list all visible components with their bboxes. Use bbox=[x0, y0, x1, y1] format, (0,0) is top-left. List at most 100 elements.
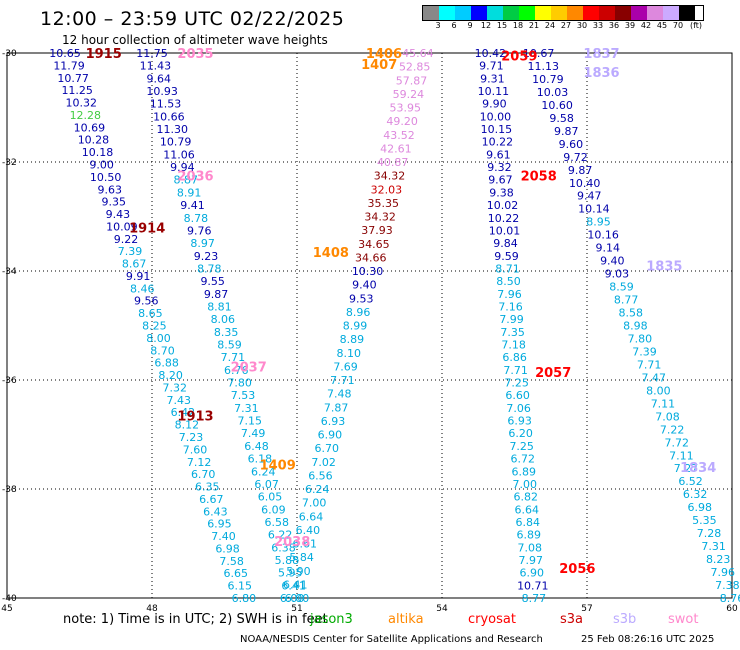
legend-altika: altika bbox=[388, 612, 424, 627]
wave-height-value: 10.01 bbox=[489, 224, 521, 237]
wave-height-value: 6.67 bbox=[199, 493, 224, 506]
wave-height-value: 10.22 bbox=[488, 212, 520, 225]
pass-label: 1835 bbox=[646, 260, 682, 275]
color-swatch bbox=[487, 6, 503, 20]
wave-height-value: 9.72 bbox=[563, 151, 588, 164]
wave-height-value: 6.93 bbox=[507, 415, 532, 428]
wave-height-value: 11.30 bbox=[156, 123, 188, 136]
wave-height-value: 7.69 bbox=[333, 360, 358, 373]
wave-height-value: 7.32 bbox=[162, 381, 187, 394]
color-swatch bbox=[663, 6, 679, 20]
color-scale-tick: 15 bbox=[496, 21, 508, 30]
color-swatch bbox=[423, 6, 439, 20]
wave-height-value: 8.58 bbox=[618, 307, 643, 320]
wave-height-value: 42.61 bbox=[380, 142, 412, 155]
wave-height-value: 6.61 bbox=[292, 538, 317, 551]
wave-height-value: 7.60 bbox=[183, 443, 208, 456]
wave-height-value: 8.35 bbox=[214, 326, 239, 339]
wave-height-value: 9.67 bbox=[488, 174, 513, 187]
wave-height-value: 10.40 bbox=[569, 177, 601, 190]
wave-height-value: 5.90 bbox=[286, 565, 311, 578]
wave-height-value: 6.89 bbox=[517, 529, 542, 542]
pass-label: 2058 bbox=[521, 170, 557, 185]
wave-height-value: 9.55 bbox=[200, 275, 225, 288]
wave-height-value: 8.12 bbox=[175, 419, 200, 432]
wave-height-value: 6.05 bbox=[258, 491, 283, 504]
wave-height-value: 7.11 bbox=[669, 449, 694, 462]
wave-height-value: 34.32 bbox=[374, 170, 406, 183]
satellite-tracks: 10.6511.7910.7711.2510.3212.2810.6910.28… bbox=[49, 47, 740, 605]
wave-height-value: 7.39 bbox=[118, 245, 143, 258]
wave-height-value: 10.18 bbox=[82, 146, 114, 159]
wave-height-value: 8.59 bbox=[217, 339, 242, 352]
wave-height-value: 10.93 bbox=[146, 85, 178, 98]
wave-height-value: 11.75 bbox=[136, 47, 168, 60]
wave-height-value: 10.15 bbox=[481, 123, 513, 136]
color-scale-tick: 70 bbox=[672, 21, 684, 30]
wave-height-value: 10.09 bbox=[106, 220, 138, 233]
color-scale-tick: 45 bbox=[656, 21, 668, 30]
pass-label: 2035 bbox=[177, 47, 213, 62]
wave-height-value: 9.61 bbox=[486, 148, 511, 161]
wave-height-value: 7.25 bbox=[504, 377, 529, 390]
color-scale-tick: 27 bbox=[560, 21, 572, 30]
wave-height-value: 9.40 bbox=[352, 279, 377, 292]
wave-height-value: 10.30 bbox=[352, 265, 384, 278]
wave-height-value: 8.78 bbox=[197, 262, 222, 275]
wave-height-value: 7.11 bbox=[651, 397, 676, 410]
legend-cryosat: cryosat bbox=[468, 612, 516, 627]
pass-label: 2036 bbox=[177, 170, 213, 185]
color-scale-tick: 30 bbox=[576, 21, 588, 30]
legend-s3b: s3b bbox=[613, 612, 637, 627]
wave-height-value: 7.28 bbox=[697, 527, 722, 540]
lon-tick-label: 57 bbox=[581, 604, 592, 614]
wave-height-value: 10.02 bbox=[487, 199, 519, 212]
wave-height-value: 6.70 bbox=[191, 468, 216, 481]
wave-height-value: 5.88 bbox=[275, 554, 300, 567]
wave-height-value: 9.40 bbox=[600, 255, 625, 268]
wave-height-value: 10.03 bbox=[537, 86, 569, 99]
pass-label: 1408 bbox=[313, 246, 349, 261]
wave-height-value: 7.12 bbox=[187, 456, 212, 469]
color-swatch bbox=[679, 6, 695, 20]
wave-height-value: 9.56 bbox=[134, 295, 159, 308]
pass-label: 2056 bbox=[559, 562, 595, 577]
wave-height-value: 6.22 bbox=[268, 529, 293, 542]
wave-height-value: 7.25 bbox=[509, 440, 534, 453]
wave-height-value: 9.87 bbox=[568, 164, 593, 177]
color-swatch bbox=[455, 6, 471, 20]
wave-height-value: 8.20 bbox=[158, 369, 183, 382]
wave-height-value: 9.43 bbox=[106, 208, 131, 221]
wave-height-value: 8.46 bbox=[130, 282, 155, 295]
wave-height-value: 8.00 bbox=[646, 384, 671, 397]
legend-swot: swot bbox=[668, 612, 699, 627]
lat-tick-label: -32 bbox=[2, 158, 17, 168]
wave-height-value: 9.64 bbox=[146, 72, 171, 85]
wave-height-value: 6.48 bbox=[244, 440, 269, 453]
wave-height-value: 10.16 bbox=[587, 229, 619, 242]
pass-label: 1913 bbox=[177, 409, 213, 424]
wave-height-value: 52.85 bbox=[399, 61, 431, 74]
wave-height-value: 10.50 bbox=[90, 171, 122, 184]
pass-label: 2038 bbox=[274, 535, 310, 550]
wave-height-value: 9.38 bbox=[489, 186, 514, 199]
wave-height-value: 43.52 bbox=[383, 129, 415, 142]
wave-height-value: 7.96 bbox=[711, 566, 736, 579]
wave-height-value: 10.79 bbox=[532, 73, 564, 86]
pass-label: 1837 bbox=[583, 47, 619, 62]
wave-height-value: 5.35 bbox=[692, 514, 717, 527]
wave-height-value: 6.95 bbox=[207, 518, 232, 531]
wave-height-value: 7.80 bbox=[227, 377, 252, 390]
wave-height-value: 6.56 bbox=[308, 469, 333, 482]
wave-height-value: 7.47 bbox=[641, 371, 666, 384]
wave-height-value: 7.71 bbox=[503, 364, 528, 377]
color-scale-tick: 18 bbox=[512, 21, 524, 30]
wave-height-value: 7.08 bbox=[655, 410, 680, 423]
map-subtitle: 12 hour collection of altimeter wave hei… bbox=[62, 33, 328, 47]
wave-height-value: 10.69 bbox=[74, 121, 106, 134]
wave-height-value: 49.20 bbox=[386, 115, 418, 128]
note-text: note: 1) Time is in UTC; 2) SWH is in fe… bbox=[63, 612, 328, 627]
wave-height-value: 6.64 bbox=[299, 510, 324, 523]
